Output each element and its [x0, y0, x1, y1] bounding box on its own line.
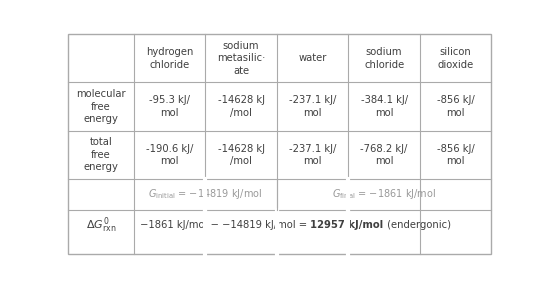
Text: silicon
dioxide: silicon dioxide: [437, 47, 474, 70]
Text: 12957 kJ/mol: 12957 kJ/mol: [311, 220, 383, 230]
Text: hydrogen
chloride: hydrogen chloride: [146, 47, 193, 70]
Text: -14628 kJ
/mol: -14628 kJ /mol: [218, 95, 265, 118]
Text: -856 kJ/
mol: -856 kJ/ mol: [437, 144, 474, 166]
Text: -768.2 kJ/
mol: -768.2 kJ/ mol: [360, 144, 408, 166]
Text: −1861 kJ/mol − −14819 kJ/mol =: −1861 kJ/mol − −14819 kJ/mol =: [140, 220, 311, 230]
Text: -95.3 kJ/
mol: -95.3 kJ/ mol: [149, 95, 190, 118]
Text: $G_{\mathrm{initial}}$ = −14819 kJ/mol: $G_{\mathrm{initial}}$ = −14819 kJ/mol: [148, 188, 263, 201]
Text: sodium
chloride: sodium chloride: [364, 47, 404, 70]
Text: -190.6 kJ/
mol: -190.6 kJ/ mol: [146, 144, 193, 166]
Text: (endergonic): (endergonic): [383, 220, 450, 230]
Text: -237.1 kJ/
mol: -237.1 kJ/ mol: [289, 95, 336, 118]
Text: $G_{\mathrm{final}}$ = −1861 kJ/mol: $G_{\mathrm{final}}$ = −1861 kJ/mol: [332, 188, 436, 201]
Text: -856 kJ/
mol: -856 kJ/ mol: [437, 95, 474, 118]
Text: molecular
free
energy: molecular free energy: [76, 89, 126, 124]
Text: $\Delta G^{0}_{\mathrm{rxn}}$: $\Delta G^{0}_{\mathrm{rxn}}$: [86, 215, 116, 235]
Text: water: water: [299, 53, 327, 63]
Text: -237.1 kJ/
mol: -237.1 kJ/ mol: [289, 144, 336, 166]
Text: -384.1 kJ/
mol: -384.1 kJ/ mol: [360, 95, 408, 118]
Text: -14628 kJ
/mol: -14628 kJ /mol: [218, 144, 265, 166]
Text: sodium
metasilic·
ate: sodium metasilic· ate: [217, 41, 265, 76]
Text: total
free
energy: total free energy: [84, 137, 118, 172]
